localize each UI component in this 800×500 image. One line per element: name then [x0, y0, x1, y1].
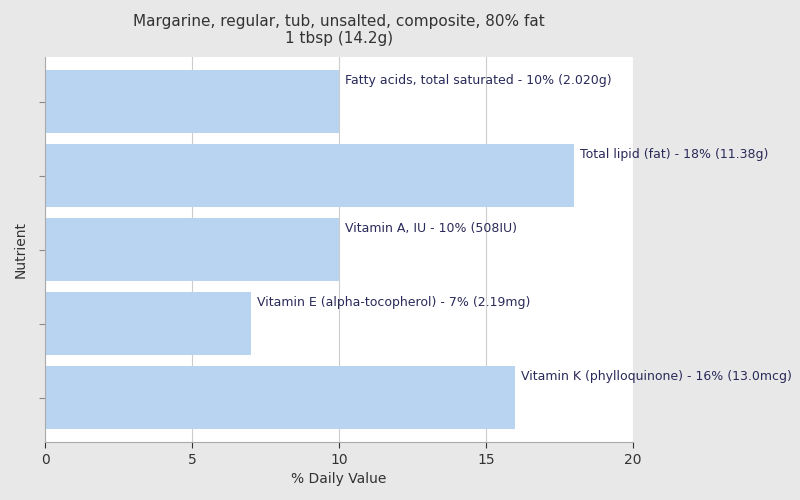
- Bar: [46, 144, 574, 207]
- Text: Vitamin A, IU - 10% (508IU): Vitamin A, IU - 10% (508IU): [345, 222, 517, 235]
- Text: Total lipid (fat) - 18% (11.38g): Total lipid (fat) - 18% (11.38g): [580, 148, 769, 161]
- Text: Vitamin K (phylloquinone) - 16% (13.0mcg): Vitamin K (phylloquinone) - 16% (13.0mcg…: [522, 370, 792, 383]
- X-axis label: % Daily Value: % Daily Value: [291, 472, 387, 486]
- Bar: [46, 70, 339, 133]
- Text: Fatty acids, total saturated - 10% (2.020g): Fatty acids, total saturated - 10% (2.02…: [345, 74, 612, 87]
- Bar: [46, 366, 515, 429]
- Title: Margarine, regular, tub, unsalted, composite, 80% fat
1 tbsp (14.2g): Margarine, regular, tub, unsalted, compo…: [134, 14, 545, 46]
- Bar: [46, 218, 339, 281]
- Bar: [46, 292, 251, 355]
- Y-axis label: Nutrient: Nutrient: [14, 221, 28, 278]
- Text: Vitamin E (alpha-tocopherol) - 7% (2.19mg): Vitamin E (alpha-tocopherol) - 7% (2.19m…: [257, 296, 530, 309]
